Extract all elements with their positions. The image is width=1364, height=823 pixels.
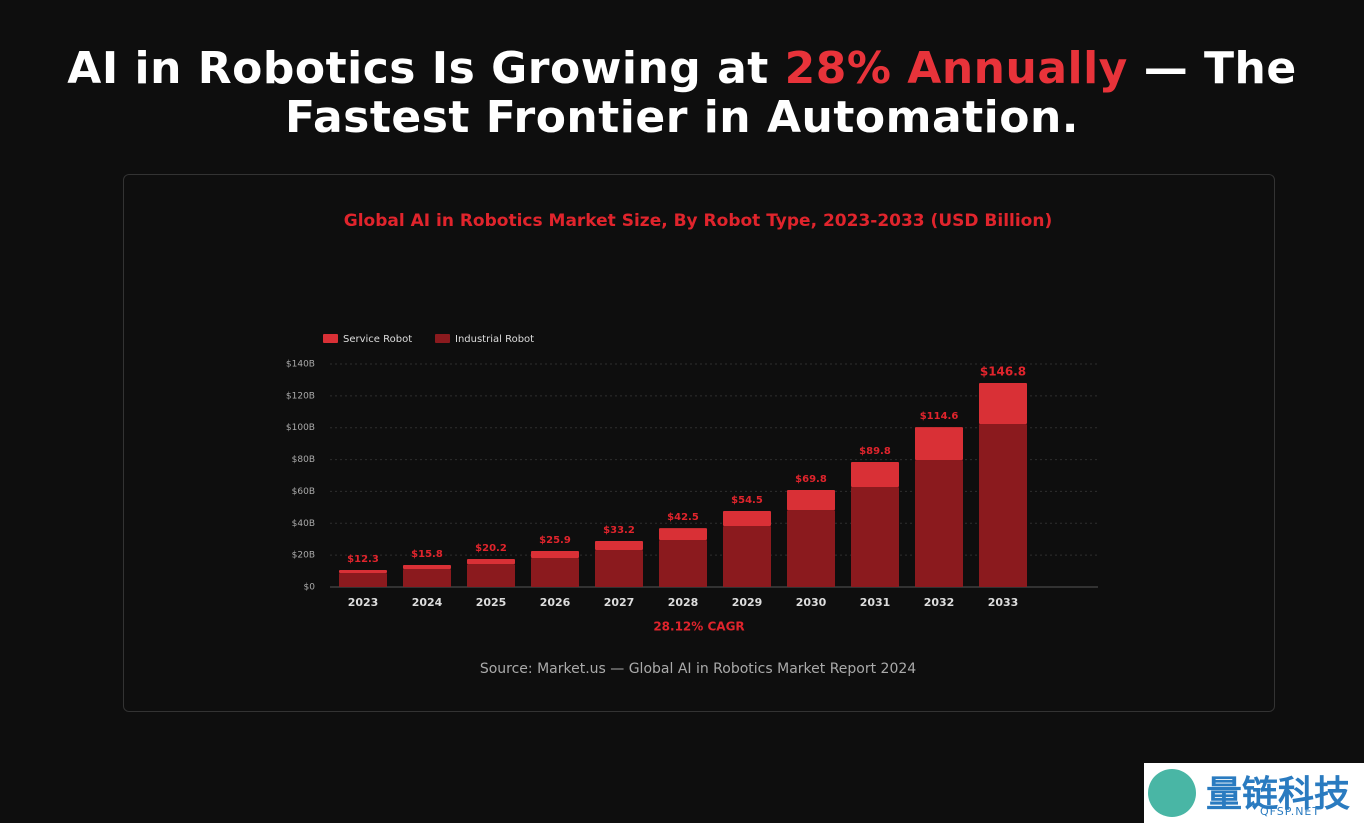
bar-segment <box>595 540 643 551</box>
bar-segment <box>723 525 771 587</box>
bar-segment <box>979 424 1027 587</box>
y-tick-label: $100B <box>286 423 315 433</box>
bar-segment <box>659 528 707 541</box>
total-label: $12.3 <box>347 554 379 565</box>
legend-swatch <box>323 334 338 343</box>
bar-segment <box>915 427 963 461</box>
x-tick-label: 2024 <box>412 596 443 609</box>
annotation: 28.12% CAGR <box>653 620 744 634</box>
x-tick-label: 2032 <box>924 596 955 609</box>
bar-segment <box>595 550 643 587</box>
x-tick-label: 2025 <box>476 596 507 609</box>
x-tick-label: 2028 <box>668 596 699 609</box>
bar-segment <box>851 461 899 487</box>
total-label: $89.8 <box>859 446 891 457</box>
bar-segment <box>467 564 515 587</box>
x-tick-label: 2026 <box>540 596 571 609</box>
source: Source: Market.us — Global AI in Robotic… <box>480 661 916 677</box>
x-tick-label: 2031 <box>860 596 891 609</box>
y-tick-label: $120B <box>286 391 315 401</box>
total-label: $42.5 <box>667 512 699 523</box>
bar-segment <box>531 558 579 587</box>
legend-swatch <box>435 334 450 343</box>
legend-label: Industrial Robot <box>455 334 534 345</box>
x-tick-label: 2029 <box>732 596 763 609</box>
total-label: $33.2 <box>603 525 635 536</box>
watermark-logo <box>1148 769 1196 817</box>
total-label: $114.6 <box>920 411 959 422</box>
y-tick-label: $140B <box>286 360 315 370</box>
bar-segment <box>339 572 387 587</box>
total-label: $69.8 <box>795 474 827 485</box>
total-label: $146.8 <box>980 364 1026 378</box>
y-tick-label: $60B <box>292 487 315 497</box>
bar-segment <box>531 551 579 559</box>
x-tick-label: 2027 <box>604 596 635 609</box>
bar-segment <box>339 569 387 573</box>
total-label: $54.5 <box>731 495 763 506</box>
bar-segment <box>787 510 835 587</box>
y-tick-label: $40B <box>292 519 315 529</box>
headline-text: — The Fastest Frontier in Automation. <box>284 43 1297 143</box>
x-tick-label: 2033 <box>988 596 1019 609</box>
bar-segment <box>723 511 771 526</box>
bar-segment <box>979 382 1027 425</box>
y-tick-label: $80B <box>292 455 315 465</box>
bar-segment <box>403 565 451 570</box>
watermark-site: QFSP.NET <box>1260 805 1321 818</box>
watermark-name: 量链科技 <box>1206 774 1351 815</box>
chart-card <box>123 174 1275 712</box>
chart-title: Global AI in Robotics Market Size, By Ro… <box>344 211 1052 231</box>
headline: AI in Robotics Is Growing at 28% Annuall… <box>0 44 1364 142</box>
bar-segment <box>915 460 963 587</box>
watermark: 量链科技 QFSP.NET <box>1144 763 1364 823</box>
x-tick-label: 2030 <box>796 596 827 609</box>
headline-text: AI in Robotics Is Growing at <box>67 43 769 94</box>
bar-segment <box>659 540 707 587</box>
bar-segment <box>787 489 835 511</box>
bar-segment <box>403 569 451 587</box>
total-label: $25.9 <box>539 535 571 546</box>
headline-highlight: 28% Annually <box>784 43 1128 94</box>
y-tick-label: $20B <box>292 551 315 561</box>
total-label: $20.2 <box>475 543 507 554</box>
total-label: $15.8 <box>411 549 443 560</box>
legend-label: Service Robot <box>343 334 412 345</box>
bar-segment <box>467 558 515 565</box>
x-tick-label: 2023 <box>348 596 379 609</box>
y-tick-label: $0 <box>304 583 316 593</box>
bar-segment <box>851 486 899 587</box>
